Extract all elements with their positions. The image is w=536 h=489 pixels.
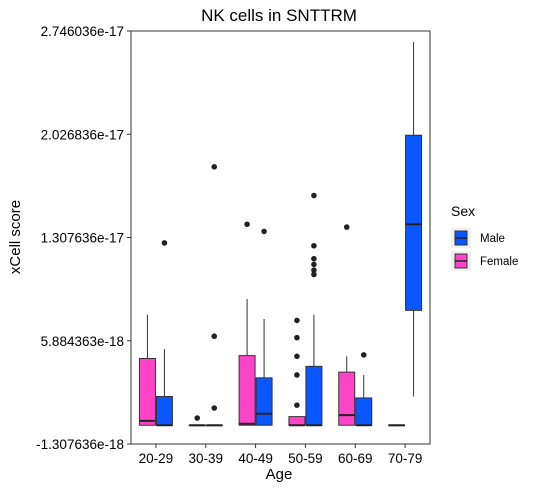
box-outlier — [311, 261, 317, 268]
box-body — [355, 397, 373, 426]
box-male-40-49 — [255, 228, 273, 426]
box-body — [238, 355, 256, 426]
chart-title: NK cells in SNTTRM — [201, 6, 357, 25]
y-tick-label: 2.746036e-17 — [41, 24, 124, 39]
box-outlier — [311, 255, 317, 262]
box-body — [255, 377, 273, 426]
box-male-30-39 — [205, 164, 223, 427]
y-tick-label: -1.307636e-18 — [36, 437, 124, 452]
box-outlier — [311, 267, 317, 273]
legend-key-female — [451, 251, 471, 271]
box-outlier — [294, 353, 300, 360]
box-outlier — [294, 372, 300, 378]
box-female-50-59 — [288, 317, 306, 427]
box-outlier — [294, 402, 300, 408]
y-tick-label: 5.884363e-18 — [41, 334, 124, 349]
y-tick-label: 1.307636e-17 — [41, 231, 124, 246]
y-axis-title: xCell score — [7, 200, 24, 274]
box-outlier — [211, 333, 218, 340]
box-outlier — [194, 415, 201, 421]
plot-area — [130, 30, 431, 445]
box-male-50-59 — [305, 192, 323, 427]
x-tick-label: 70-79 — [388, 451, 423, 466]
box-outlier — [311, 242, 317, 249]
box-outlier — [294, 334, 300, 341]
box-male-70-79 — [405, 41, 423, 397]
x-axis: 20-29 30-39 40-49 50-59 60-69 70-79 — [139, 444, 423, 466]
box-body — [305, 365, 323, 426]
legend-title: Sex — [451, 203, 475, 219]
x-axis-title: Age — [266, 466, 293, 483]
legend-key-male — [451, 228, 471, 248]
box-female-20-29 — [138, 314, 156, 426]
box-outlier — [311, 192, 317, 199]
plot-border — [130, 30, 431, 445]
box-outlier — [360, 352, 367, 358]
x-tick-label: 30-39 — [188, 451, 223, 466]
legend-label: Female — [480, 256, 518, 268]
legend-label: Male — [480, 233, 505, 245]
box-female-60-69 — [338, 224, 356, 426]
box-male-20-29 — [155, 240, 173, 427]
box-outlier — [211, 164, 218, 170]
box-body — [405, 134, 423, 311]
x-tick-label: 60-69 — [338, 451, 373, 466]
box-female-40-49 — [238, 221, 256, 426]
box-female-70-79 — [388, 424, 406, 427]
box-outlier — [211, 405, 218, 411]
box-body — [138, 357, 156, 426]
box-outlier — [343, 224, 350, 230]
box-outlier — [261, 228, 267, 235]
box-body — [155, 396, 173, 426]
box-body — [338, 371, 356, 426]
box-body — [288, 416, 306, 426]
x-tick-label: 40-49 — [238, 451, 273, 466]
x-tick-label: 50-59 — [288, 451, 323, 466]
box-outlier — [311, 271, 317, 278]
x-tick-label: 20-29 — [139, 451, 174, 466]
box-male-60-69 — [355, 352, 373, 427]
y-axis: -1.307636e-18 5.884363e-18 1.307636e-17 2.0… — [36, 24, 131, 452]
legend: Sex Male Female — [451, 203, 518, 271]
box-outlier — [161, 240, 168, 246]
y-tick-label: 2.026836e-17 — [41, 127, 124, 142]
box-outlier — [294, 317, 300, 324]
box-female-30-39 — [188, 415, 206, 427]
box-outlier — [244, 221, 250, 228]
